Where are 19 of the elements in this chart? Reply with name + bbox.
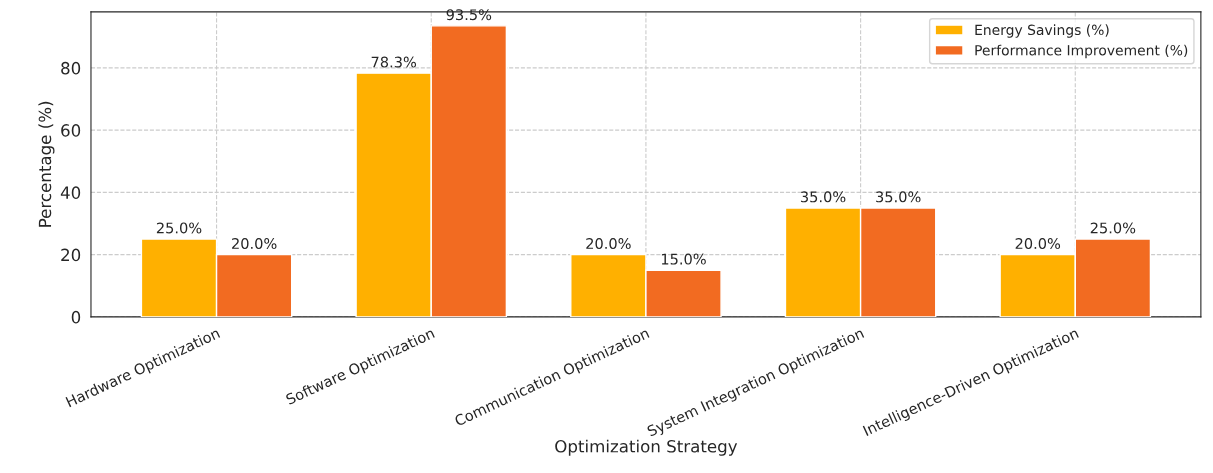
data-label: 20.0% bbox=[586, 238, 631, 250]
data-label: 20.0% bbox=[232, 238, 277, 250]
data-label: 25.0% bbox=[156, 222, 202, 234]
legend-label: Performance Improvement (%) bbox=[975, 44, 1188, 59]
x-axis-title: Optimization Strategy bbox=[555, 439, 738, 456]
y-tick-label: 40 bbox=[60, 186, 81, 199]
data-label: 25.0% bbox=[1090, 222, 1136, 234]
data-label: 35.0% bbox=[800, 191, 846, 203]
y-tick-label: 80 bbox=[61, 61, 81, 75]
data-label: 93.5% bbox=[446, 9, 492, 21]
y-axis-title: Percentage (%) bbox=[38, 101, 55, 227]
y-tick-label: 60 bbox=[61, 124, 81, 137]
y-tick-label: 0 bbox=[71, 310, 81, 324]
legend-label: Energy Savings (%) bbox=[975, 24, 1109, 38]
data-label: 35.0% bbox=[876, 191, 921, 203]
data-label: 78.3% bbox=[371, 56, 417, 68]
data-label: 20.0% bbox=[1015, 238, 1061, 250]
y-tick-label: 20 bbox=[61, 248, 81, 262]
data-label: 15.0% bbox=[661, 253, 706, 265]
